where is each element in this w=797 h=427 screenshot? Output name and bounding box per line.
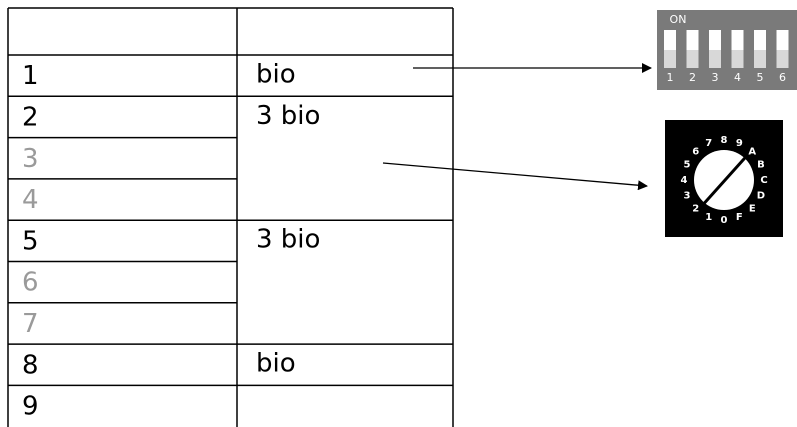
row-label: 3 bio (256, 225, 320, 255)
dip-on-label: ON (670, 13, 687, 26)
row-label: bio (256, 60, 296, 90)
dial-label: F (736, 212, 743, 223)
dial-label: 7 (705, 138, 712, 149)
dial-label: C (760, 175, 767, 186)
row-number: 2 (22, 102, 39, 132)
switch-knob (664, 50, 676, 68)
switch-number: 3 (712, 71, 719, 84)
dial-label: D (757, 190, 765, 201)
row-label: 3 bio (256, 101, 320, 131)
switch-knob (731, 50, 744, 68)
row-number: 6 (22, 268, 39, 298)
table: 1 bio 2 3 bio 3 4 5 3 bio 6 7 8 bio 9 (7, 7, 454, 427)
switch-number: 6 (779, 71, 786, 84)
row-number: 4 (22, 185, 39, 215)
switch-knob (754, 50, 766, 68)
dial-label: 2 (692, 203, 699, 214)
dial-label: 8 (721, 135, 728, 146)
dial-label: A (748, 147, 756, 158)
switch-number: 1 (667, 71, 674, 84)
switch-number: 4 (734, 71, 741, 84)
row-label: bio (256, 349, 296, 379)
switch-number: 5 (757, 71, 764, 84)
dial-label: 0 (721, 215, 728, 226)
row-number: 1 (22, 61, 39, 91)
row-number: 8 (22, 350, 39, 380)
dial-label: 9 (736, 138, 743, 149)
row-number: 3 (22, 144, 39, 174)
dial-label: E (749, 203, 756, 214)
row-number: 5 (22, 226, 39, 256)
dial-label: B (757, 160, 765, 171)
dial-label: 3 (684, 190, 691, 201)
dial-label: 1 (705, 212, 712, 223)
dial-label: 5 (684, 160, 691, 171)
switch-knob (776, 50, 789, 68)
switch-number: 2 (689, 71, 696, 84)
switch-knob (686, 50, 699, 68)
dip-switch: ON 1 2 3 4 5 6 (657, 10, 797, 90)
switch-knob (709, 50, 721, 68)
dial-label: 4 (681, 175, 688, 186)
dial-label: 6 (692, 147, 699, 158)
row-number: 7 (22, 309, 39, 339)
arrow (382, 162, 648, 191)
row-number: 9 (22, 392, 39, 422)
